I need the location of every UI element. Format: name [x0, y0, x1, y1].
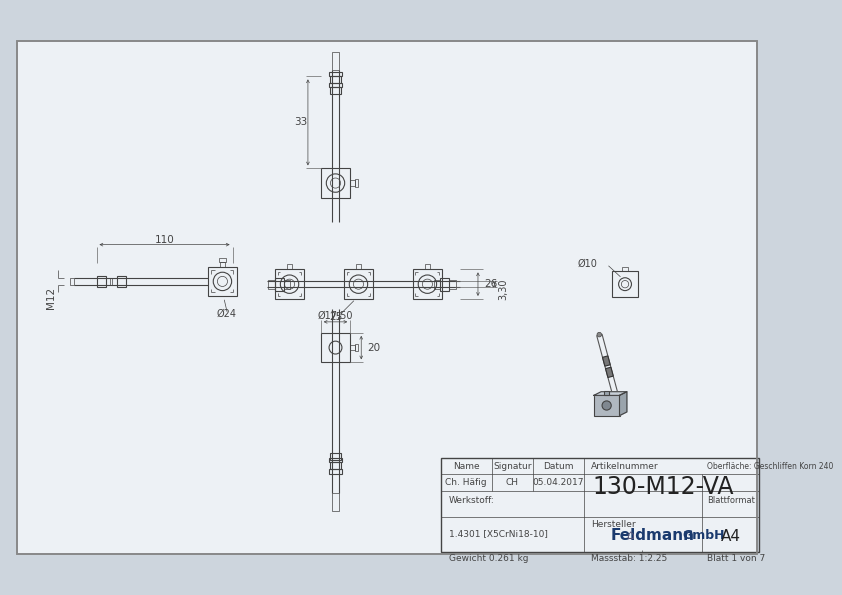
- Text: 110: 110: [155, 235, 174, 245]
- Text: Ø24: Ø24: [217, 309, 237, 318]
- Bar: [274, 278, 284, 290]
- Bar: [97, 276, 106, 287]
- Bar: [434, 280, 440, 289]
- Bar: [330, 453, 341, 460]
- Text: 26: 26: [484, 279, 498, 289]
- Text: Name: Name: [453, 462, 479, 471]
- Bar: [603, 356, 610, 366]
- Text: Werkstoff:: Werkstoff:: [449, 496, 494, 505]
- Text: 33: 33: [294, 117, 307, 127]
- Polygon shape: [620, 392, 627, 416]
- Bar: [321, 333, 350, 362]
- Text: Ø17,50: Ø17,50: [317, 311, 353, 321]
- Bar: [110, 278, 117, 285]
- Text: 1.4301 [X5CrNi18-10]: 1.4301 [X5CrNi18-10]: [449, 529, 547, 538]
- Bar: [329, 72, 342, 76]
- Bar: [321, 168, 350, 198]
- Bar: [219, 258, 226, 262]
- Text: Blatt 1 von 7: Blatt 1 von 7: [706, 553, 765, 563]
- Text: Gewicht 0.261 kg: Gewicht 0.261 kg: [449, 553, 528, 563]
- Text: Signatur: Signatur: [493, 462, 531, 471]
- Bar: [605, 367, 613, 377]
- Polygon shape: [594, 392, 627, 396]
- Text: Oberfläche: Geschliffen Korn 240: Oberfläche: Geschliffen Korn 240: [706, 462, 834, 471]
- Bar: [344, 270, 373, 299]
- Bar: [333, 493, 338, 511]
- Text: GmbH: GmbH: [682, 528, 724, 541]
- Text: Artikelnummer: Artikelnummer: [591, 462, 658, 471]
- Text: Ø10: Ø10: [578, 259, 598, 269]
- Bar: [208, 267, 237, 296]
- Bar: [330, 76, 341, 83]
- Bar: [330, 87, 341, 94]
- Bar: [284, 280, 290, 289]
- Bar: [354, 179, 359, 187]
- Bar: [355, 264, 361, 270]
- Text: Blattformat: Blattformat: [706, 496, 754, 505]
- Bar: [440, 278, 450, 290]
- Circle shape: [597, 333, 601, 337]
- Text: CH: CH: [506, 478, 519, 487]
- Text: 05.04.2017: 05.04.2017: [533, 478, 584, 487]
- Bar: [594, 396, 620, 416]
- Text: Ch. Häfig: Ch. Häfig: [445, 478, 487, 487]
- Bar: [70, 278, 73, 284]
- Text: M12: M12: [45, 287, 56, 309]
- Bar: [269, 280, 274, 289]
- Circle shape: [602, 401, 611, 410]
- Bar: [450, 280, 456, 289]
- Bar: [350, 180, 354, 186]
- Bar: [612, 271, 638, 297]
- Bar: [329, 458, 342, 462]
- Text: Feldmann: Feldmann: [610, 528, 695, 543]
- Bar: [329, 469, 342, 474]
- Text: ⌂: ⌂: [626, 528, 633, 541]
- Text: 130-M12-VA: 130-M12-VA: [593, 475, 734, 499]
- Bar: [329, 83, 342, 87]
- Bar: [350, 345, 354, 350]
- Bar: [441, 458, 759, 552]
- Bar: [287, 264, 292, 270]
- Text: 25: 25: [329, 312, 342, 322]
- Bar: [424, 264, 430, 270]
- Bar: [330, 462, 341, 469]
- Text: 20: 20: [368, 343, 381, 353]
- Text: A4: A4: [721, 528, 741, 543]
- Bar: [106, 278, 112, 285]
- Bar: [604, 391, 610, 396]
- Bar: [333, 52, 338, 70]
- Bar: [413, 270, 442, 299]
- Bar: [622, 267, 628, 271]
- Bar: [117, 276, 126, 287]
- Bar: [354, 344, 359, 351]
- Text: Massstab: 1:2.25: Massstab: 1:2.25: [591, 553, 667, 563]
- Bar: [274, 270, 304, 299]
- Bar: [220, 262, 225, 267]
- Text: Hersteller: Hersteller: [591, 521, 636, 530]
- Text: Datum: Datum: [543, 462, 573, 471]
- Text: 3,30: 3,30: [498, 278, 509, 299]
